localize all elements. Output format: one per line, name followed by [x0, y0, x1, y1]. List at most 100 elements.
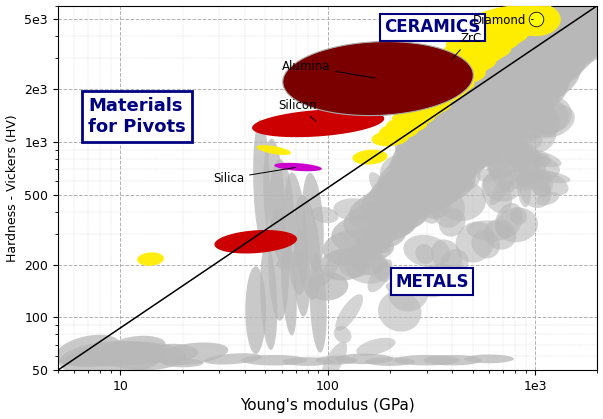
Text: Diamond: Diamond	[473, 15, 533, 28]
Polygon shape	[511, 50, 548, 75]
Polygon shape	[464, 354, 514, 363]
Polygon shape	[344, 249, 390, 284]
Polygon shape	[323, 230, 380, 266]
Polygon shape	[486, 14, 601, 79]
Polygon shape	[352, 150, 388, 165]
Polygon shape	[501, 47, 534, 78]
Polygon shape	[455, 222, 494, 263]
Polygon shape	[536, 192, 559, 205]
Polygon shape	[307, 272, 349, 301]
Polygon shape	[269, 159, 294, 264]
Polygon shape	[63, 346, 137, 367]
Polygon shape	[505, 49, 550, 81]
Polygon shape	[476, 124, 494, 140]
Polygon shape	[245, 266, 266, 354]
Polygon shape	[473, 19, 596, 88]
Polygon shape	[481, 174, 512, 213]
Polygon shape	[415, 148, 461, 180]
Polygon shape	[510, 207, 527, 225]
Polygon shape	[467, 97, 508, 125]
Polygon shape	[440, 249, 469, 276]
Polygon shape	[319, 249, 369, 280]
Polygon shape	[462, 102, 504, 130]
Polygon shape	[500, 55, 545, 87]
Polygon shape	[349, 189, 431, 235]
Polygon shape	[511, 47, 552, 75]
Polygon shape	[430, 59, 488, 80]
Polygon shape	[506, 55, 543, 80]
Polygon shape	[487, 135, 526, 176]
Polygon shape	[479, 83, 521, 111]
Polygon shape	[438, 128, 480, 156]
Polygon shape	[388, 191, 425, 215]
Polygon shape	[112, 356, 162, 365]
Polygon shape	[515, 173, 535, 187]
Polygon shape	[204, 353, 262, 365]
Polygon shape	[505, 6, 603, 67]
Polygon shape	[415, 84, 530, 149]
Polygon shape	[443, 126, 479, 151]
Polygon shape	[422, 145, 464, 173]
Polygon shape	[528, 104, 575, 138]
Polygon shape	[489, 68, 534, 100]
Polygon shape	[441, 45, 504, 67]
Polygon shape	[463, 100, 489, 111]
Polygon shape	[335, 294, 363, 331]
Polygon shape	[424, 65, 485, 86]
Polygon shape	[418, 191, 451, 219]
Polygon shape	[451, 130, 490, 166]
Polygon shape	[482, 111, 525, 133]
Polygon shape	[320, 249, 342, 286]
Polygon shape	[508, 0, 603, 65]
Polygon shape	[335, 354, 393, 364]
Polygon shape	[432, 191, 465, 228]
Polygon shape	[505, 102, 549, 120]
Polygon shape	[311, 207, 338, 223]
Polygon shape	[472, 114, 508, 136]
Polygon shape	[522, 112, 551, 132]
Y-axis label: Hardness - Vickers (HV): Hardness - Vickers (HV)	[5, 114, 19, 262]
Polygon shape	[448, 141, 484, 154]
Polygon shape	[526, 98, 569, 134]
Polygon shape	[473, 26, 588, 91]
Polygon shape	[508, 49, 549, 78]
Polygon shape	[477, 168, 502, 181]
Polygon shape	[439, 208, 466, 237]
Polygon shape	[408, 85, 462, 105]
Polygon shape	[353, 239, 382, 261]
Polygon shape	[486, 75, 528, 103]
Polygon shape	[450, 114, 491, 142]
Polygon shape	[476, 83, 522, 115]
Polygon shape	[353, 254, 387, 275]
Polygon shape	[487, 157, 515, 193]
Polygon shape	[513, 154, 560, 180]
Polygon shape	[497, 133, 538, 149]
Polygon shape	[357, 235, 394, 260]
Polygon shape	[414, 81, 467, 101]
Polygon shape	[472, 98, 518, 119]
Polygon shape	[356, 338, 396, 356]
Polygon shape	[426, 127, 446, 155]
Polygon shape	[411, 163, 448, 187]
Polygon shape	[501, 58, 542, 86]
Polygon shape	[321, 342, 347, 380]
Polygon shape	[388, 276, 428, 311]
Polygon shape	[370, 217, 391, 253]
Text: Alumina: Alumina	[282, 60, 375, 78]
Polygon shape	[484, 219, 516, 250]
Polygon shape	[386, 116, 427, 134]
Polygon shape	[491, 140, 531, 164]
Polygon shape	[369, 172, 394, 208]
Polygon shape	[506, 52, 547, 80]
Polygon shape	[344, 201, 418, 243]
Polygon shape	[418, 98, 466, 133]
Polygon shape	[520, 38, 548, 59]
Point	[531, 16, 541, 23]
Polygon shape	[466, 101, 503, 126]
Polygon shape	[315, 356, 357, 365]
Polygon shape	[531, 171, 553, 197]
Polygon shape	[365, 357, 415, 366]
Text: Materials
for Pivots: Materials for Pivots	[88, 97, 186, 136]
Polygon shape	[393, 181, 434, 209]
Polygon shape	[430, 52, 496, 75]
